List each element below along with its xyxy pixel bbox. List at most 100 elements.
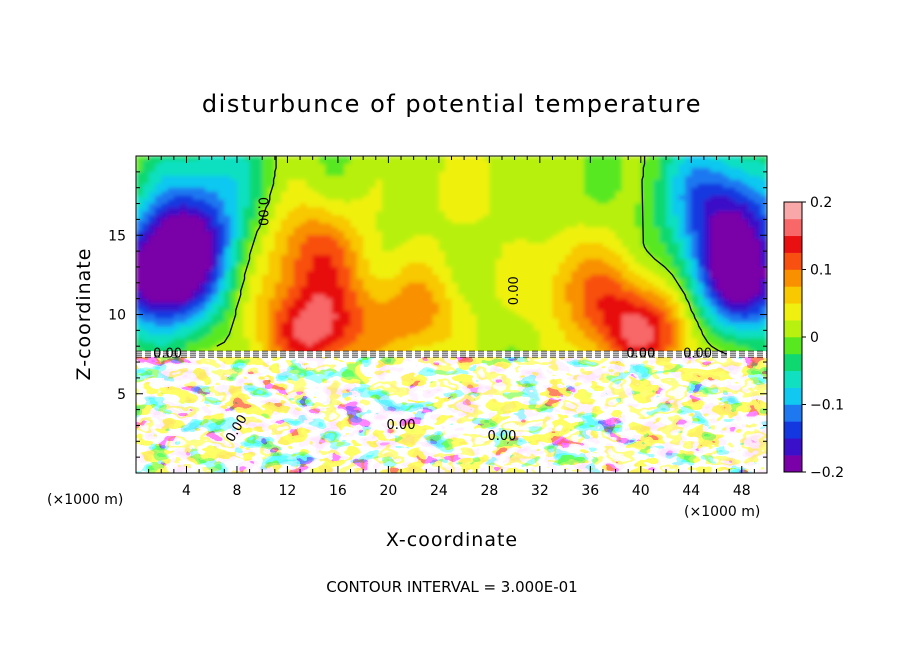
field-cell xyxy=(678,326,686,331)
field-cell xyxy=(615,215,623,220)
field-cell xyxy=(312,318,320,324)
field-cell xyxy=(748,298,755,304)
field-cell xyxy=(640,346,648,351)
field-cell xyxy=(356,175,364,181)
field-cell xyxy=(337,203,345,209)
field-cell xyxy=(609,255,617,260)
field-cell xyxy=(394,175,402,181)
field-cell xyxy=(754,211,762,217)
field-cell xyxy=(716,251,724,256)
field-cell xyxy=(666,207,673,213)
field-cell xyxy=(691,286,699,292)
field-cell xyxy=(331,187,339,193)
field-cell xyxy=(154,274,162,280)
field-cell xyxy=(243,314,251,320)
field-cell xyxy=(186,255,194,260)
field-cell xyxy=(678,278,686,284)
field-cell xyxy=(394,342,402,347)
field-cell xyxy=(565,310,572,316)
field-cell xyxy=(508,179,516,185)
field-cell xyxy=(552,274,560,280)
field-cell xyxy=(716,294,724,300)
field-cell xyxy=(470,231,478,236)
field-cell xyxy=(483,211,490,217)
field-cell xyxy=(413,346,421,351)
field-cell xyxy=(438,314,446,320)
field-cell xyxy=(401,346,408,351)
field-cell xyxy=(344,183,352,189)
field-cell xyxy=(577,306,585,312)
field-cell xyxy=(281,163,289,169)
field-cell xyxy=(312,207,320,213)
field-cell xyxy=(602,211,610,217)
field-cell xyxy=(495,235,503,240)
field-cell xyxy=(508,266,516,272)
field-cell xyxy=(369,183,377,189)
field-cell xyxy=(243,334,251,339)
field-cell xyxy=(394,346,402,351)
field-cell xyxy=(262,322,270,327)
field-cell xyxy=(470,314,478,320)
field-cell xyxy=(514,183,522,189)
field-cell xyxy=(621,314,629,320)
field-cell xyxy=(419,274,427,280)
field-cell xyxy=(483,326,490,331)
field-cell xyxy=(748,286,755,292)
field-cell xyxy=(262,211,270,217)
field-cell xyxy=(407,207,415,213)
field-cell xyxy=(565,298,572,304)
field-cell xyxy=(508,326,516,331)
field-cell xyxy=(659,330,667,335)
field-cell xyxy=(470,278,478,284)
field-cell xyxy=(287,219,295,224)
field-cell xyxy=(173,330,181,335)
field-cell xyxy=(640,318,648,324)
field-cell xyxy=(287,175,295,181)
field-cell xyxy=(407,294,415,300)
field-cell xyxy=(224,286,232,292)
field-cell xyxy=(255,163,263,169)
field-cell xyxy=(243,270,251,276)
field-cell xyxy=(375,326,383,331)
field-cell xyxy=(236,266,244,272)
field-cell xyxy=(672,342,680,347)
field-cell xyxy=(445,227,453,232)
field-cell xyxy=(451,278,459,284)
field-cell xyxy=(508,322,516,327)
field-cell xyxy=(489,266,497,272)
field-cell xyxy=(495,187,503,193)
field-cell xyxy=(186,298,194,304)
field-cell xyxy=(703,231,711,236)
field-cell xyxy=(684,211,692,217)
field-cell xyxy=(735,171,743,177)
field-cell xyxy=(653,330,661,335)
field-cell xyxy=(363,298,371,304)
field-cell xyxy=(350,310,358,316)
field-cell xyxy=(628,342,636,347)
field-cell xyxy=(476,251,484,256)
field-cell xyxy=(142,342,150,347)
field-cell xyxy=(634,203,642,209)
field-cell xyxy=(363,322,371,327)
field-cell xyxy=(489,223,497,228)
field-cell xyxy=(647,318,655,324)
field-cell xyxy=(659,247,667,252)
field-cell xyxy=(464,278,472,284)
field-cell xyxy=(577,207,585,213)
field-cell xyxy=(148,171,156,177)
field-cell xyxy=(634,207,642,213)
field-cell xyxy=(274,290,282,296)
field-cell xyxy=(489,294,497,300)
field-cell xyxy=(722,290,730,296)
field-cell xyxy=(293,215,301,220)
field-cell xyxy=(716,219,724,224)
field-cell xyxy=(192,171,200,177)
field-cell xyxy=(293,338,301,343)
field-cell xyxy=(350,278,358,284)
field-cell xyxy=(293,187,301,193)
field-cell xyxy=(760,270,767,276)
field-cell xyxy=(722,235,730,240)
field-cell xyxy=(287,314,295,320)
field-cell xyxy=(236,191,244,197)
field-cell xyxy=(609,227,617,232)
